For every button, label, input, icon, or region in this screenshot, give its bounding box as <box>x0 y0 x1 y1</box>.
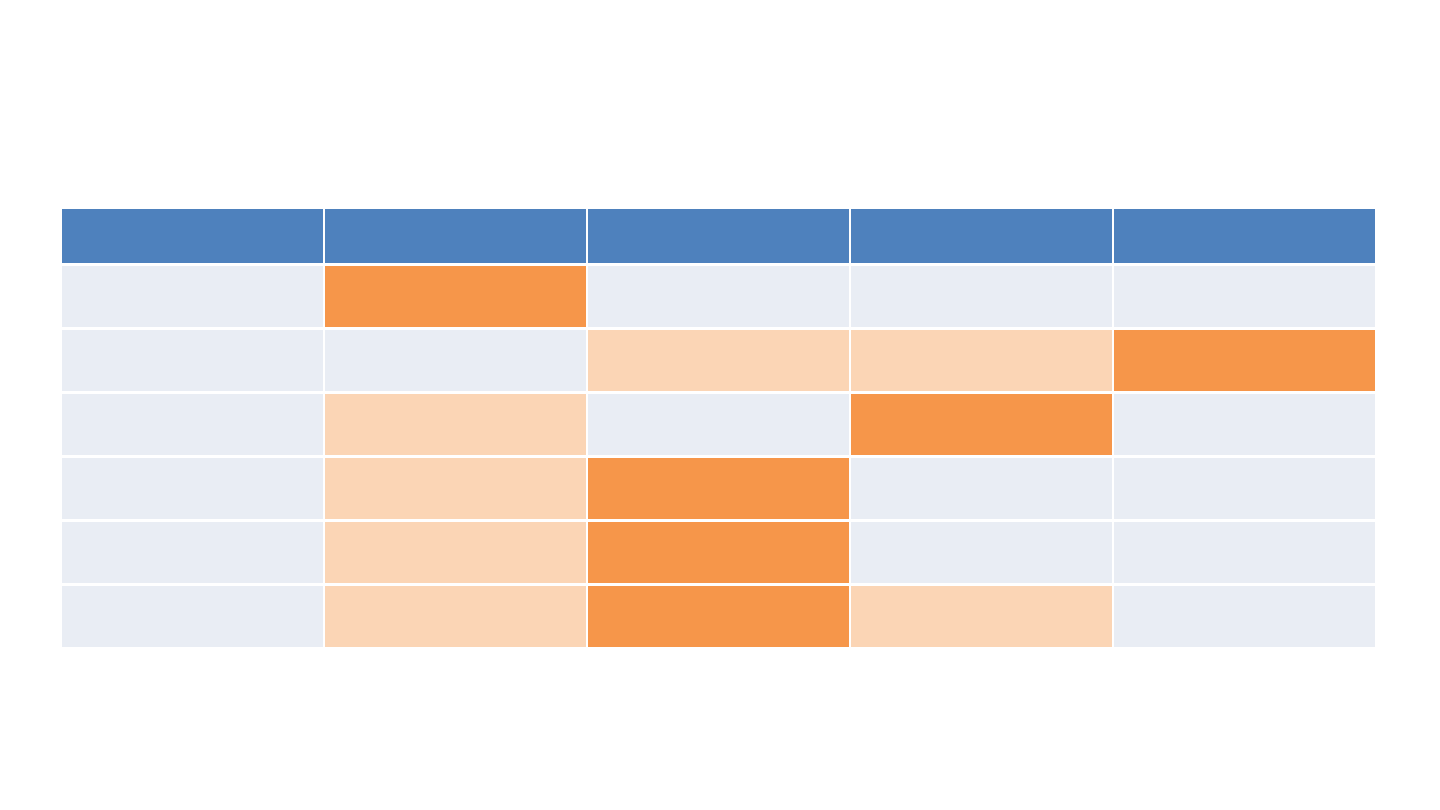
header-cell-5 <box>1114 209 1375 263</box>
table-cell-light <box>588 330 849 391</box>
table-container <box>60 206 1377 650</box>
table-cell-none <box>588 394 849 455</box>
table-cell-none <box>1114 266 1375 327</box>
table-cell-light <box>325 458 586 519</box>
table-cell-strong <box>325 266 586 327</box>
header-cell-4 <box>851 209 1112 263</box>
header-cell-3 <box>588 209 849 263</box>
table-row <box>62 458 1375 519</box>
table-cell-light <box>325 522 586 583</box>
table-header <box>62 209 1375 263</box>
table-cell-none <box>62 330 323 391</box>
table-cell-none <box>62 522 323 583</box>
table-cell-none <box>1114 586 1375 647</box>
table-cell-strong <box>588 458 849 519</box>
table-cell-none <box>1114 394 1375 455</box>
table-row <box>62 522 1375 583</box>
table-cell-none <box>851 266 1112 327</box>
highlight-table <box>60 206 1377 650</box>
table-cell-none <box>325 330 586 391</box>
table-row <box>62 586 1375 647</box>
table-cell-strong <box>588 586 849 647</box>
table-body <box>62 266 1375 647</box>
table-cell-none <box>62 266 323 327</box>
table-cell-strong <box>1114 330 1375 391</box>
table-cell-light <box>851 330 1112 391</box>
table-cell-none <box>851 458 1112 519</box>
table-cell-none <box>62 586 323 647</box>
table-cell-strong <box>588 522 849 583</box>
table-row <box>62 394 1375 455</box>
table-cell-light <box>851 586 1112 647</box>
table-cell-none <box>62 458 323 519</box>
table-cell-none <box>851 522 1112 583</box>
table-cell-strong <box>851 394 1112 455</box>
table-cell-light <box>325 394 586 455</box>
table-cell-none <box>62 394 323 455</box>
header-cell-2 <box>325 209 586 263</box>
table-row <box>62 330 1375 391</box>
table-header-row <box>62 209 1375 263</box>
table-cell-none <box>1114 522 1375 583</box>
table-cell-none <box>1114 458 1375 519</box>
header-cell-1 <box>62 209 323 263</box>
table-cell-none <box>588 266 849 327</box>
table-cell-light <box>325 586 586 647</box>
table-row <box>62 266 1375 327</box>
